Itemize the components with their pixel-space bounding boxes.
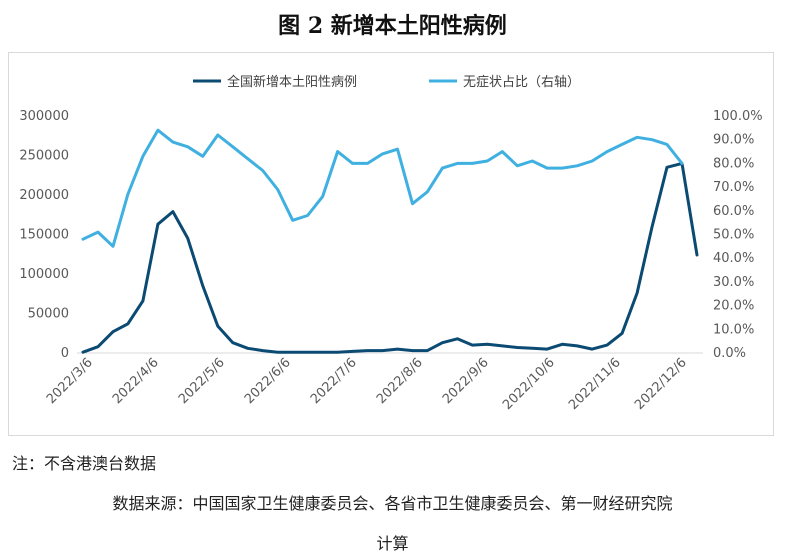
chart-area: 0 50000 100000 150000 200000 250000 300000 0.0%… (8, 52, 774, 436)
y-right-tick-label: 0.0% (713, 346, 746, 361)
x-tick-label: 2022/4/6 (110, 355, 162, 407)
data-source-continued: 计算 (376, 534, 409, 553)
y-left-tick-label: 300000 (19, 109, 69, 124)
x-tick-label: 2022/7/6 (308, 355, 360, 407)
footnote: 注：不含港澳台数据 (12, 454, 157, 473)
y-right-tick-label: 30.0% (713, 275, 754, 290)
y-right-tick-label: 50.0% (713, 228, 754, 243)
chart-title: 图 2 新增本土阳性病例 (278, 13, 507, 39)
x-tick-label: 2022/5/6 (176, 355, 228, 407)
y-right-tick-label: 40.0% (713, 251, 754, 266)
y-left-tick-label: 150000 (19, 228, 69, 243)
y-right-tick-label: 100.0% (713, 109, 763, 124)
y-left-tick-label: 50000 (28, 307, 69, 322)
x-tick-label: 2022/12/6 (632, 355, 690, 413)
x-tick-label: 2022/6/6 (242, 355, 294, 407)
data-source: 数据来源：中国国家卫生健康委员会、各省市卫生健康委员会、第一财经研究院 (112, 494, 673, 513)
y-left-tick-label: 100000 (19, 267, 69, 282)
x-tick-label: 2022/9/6 (440, 355, 492, 407)
y-left-tick-label: 200000 (19, 188, 69, 203)
y-left-tick-label: 250000 (19, 149, 69, 164)
x-tick-label: 2022/3/6 (44, 355, 96, 407)
x-tick-label: 2022/8/6 (374, 355, 426, 407)
y-right-tick-label: 90.0% (713, 133, 754, 148)
y-left-tick-label: 0 (61, 346, 69, 361)
legend-label-ratio: 无症状占比（右轴） (463, 75, 580, 90)
series-line-asymptomatic-ratio (81, 128, 684, 248)
y-right-tick-label: 80.0% (713, 156, 754, 171)
line-chart: 0 50000 100000 150000 200000 250000 300000 0.0%… (19, 74, 763, 413)
y-right-tick-label: 20.0% (713, 299, 754, 314)
y-right-tick-label: 70.0% (713, 180, 754, 195)
legend-label-cases: 全国新增本土阳性病例 (227, 74, 357, 90)
x-tick-label: 2022/10/6 (500, 355, 558, 413)
y-right-tick-label: 60.0% (713, 204, 754, 219)
x-tick-label: 2022/11/6 (566, 355, 624, 413)
y-right-tick-label: 10.0% (713, 322, 754, 337)
series-line-cases (81, 161, 699, 354)
